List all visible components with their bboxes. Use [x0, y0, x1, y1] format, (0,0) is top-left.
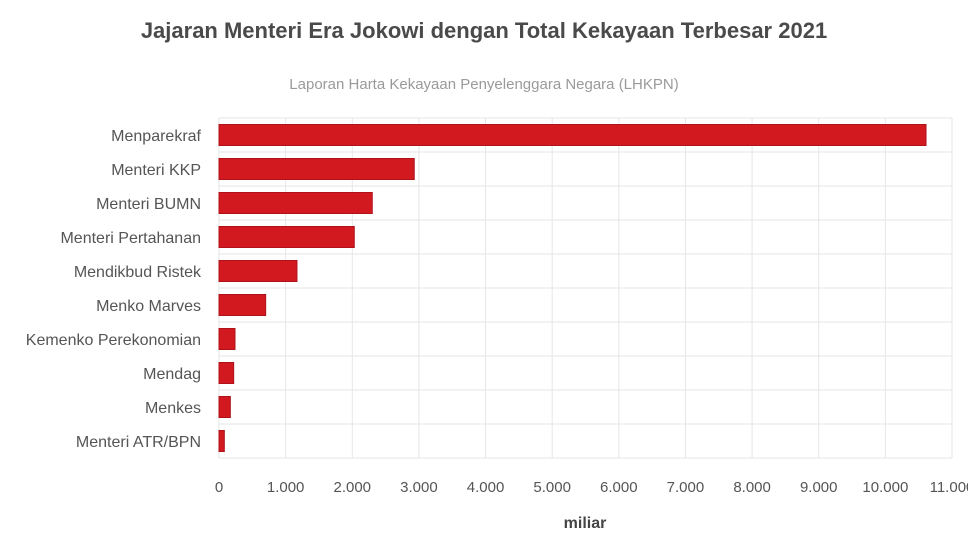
bar-9: [218, 430, 225, 452]
bar-5: [218, 294, 267, 316]
x-tick-label-8: 8.000: [733, 479, 771, 496]
x-tick-labels: 0 1.000 2.000 3.000 4.000 5.000 6.000 7.000 8.00…: [215, 479, 968, 496]
category-label-4: Mendikbud Ristek: [74, 264, 202, 281]
category-labels: Menparekraf Menteri KKP Menteri BUMN Menter…: [26, 128, 202, 451]
x-tick-label-0: 0: [215, 479, 223, 496]
category-label-9: Menteri ATR/BPN: [76, 434, 201, 451]
gridlines: [218, 117, 953, 459]
x-axis-title: miliar: [564, 515, 607, 532]
x-tick-label-4: 4.000: [467, 479, 505, 496]
category-label-1: Menteri KKP: [111, 162, 201, 179]
category-label-8: Menkes: [145, 400, 201, 417]
category-label-3: Menteri Pertahanan: [60, 230, 201, 247]
x-tick-label-3: 3.000: [400, 479, 438, 496]
x-tick-label-1: 1.000: [267, 479, 305, 496]
bar-3: [218, 226, 355, 248]
category-label-2: Menteri BUMN: [96, 196, 201, 213]
bar-4: [218, 260, 298, 282]
chart-subtitle: Laporan Harta Kekayaan Penyelenggara Neg…: [289, 76, 678, 93]
x-tick-label-7: 7.000: [667, 479, 705, 496]
category-label-6: Kemenko Perekonomian: [26, 332, 201, 349]
x-tick-label-5: 5.000: [533, 479, 571, 496]
category-label-0: Menparekraf: [111, 128, 201, 145]
x-tick-label-9: 9.000: [800, 479, 838, 496]
chart-title: Jajaran Menteri Era Jokowi dengan Total …: [141, 18, 827, 43]
bar-2: [218, 192, 373, 214]
bar-6: [218, 328, 236, 350]
bar-8: [218, 396, 231, 418]
bar-7: [218, 362, 235, 384]
bar-0: [218, 124, 927, 146]
bars: [218, 124, 927, 452]
x-tick-label-10: 10.000: [862, 479, 908, 496]
category-label-7: Mendag: [143, 366, 201, 383]
x-tick-label-11: 11.000: [930, 479, 968, 496]
bar-1: [218, 158, 415, 180]
x-tick-label-2: 2.000: [333, 479, 371, 496]
x-tick-label-6: 6.000: [600, 479, 638, 496]
category-label-5: Menko Marves: [96, 298, 201, 315]
